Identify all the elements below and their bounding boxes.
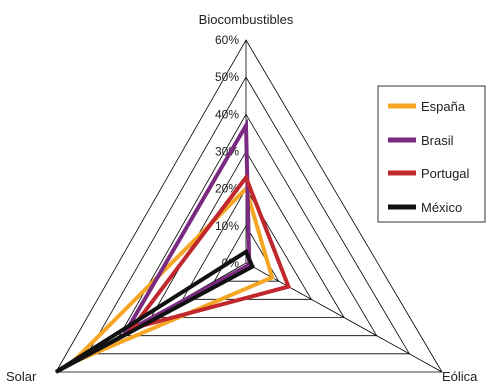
series-line-brasil (120, 118, 252, 338)
legend-label-mexico: México (421, 200, 462, 215)
legend-label-brasil: Brasil (421, 133, 454, 148)
legend-item-espana: España (388, 99, 466, 114)
tick-label: 40% (215, 107, 239, 121)
axis-spoke-1 (245, 262, 443, 373)
radar-series (54, 118, 292, 374)
grid-ring-60 (55, 39, 443, 373)
legend-item-brasil: Brasil (388, 133, 454, 148)
legend: España Brasil Portugal México (377, 85, 486, 223)
legend-label-portugal: Portugal (421, 166, 470, 181)
legend-label-espana: España (421, 99, 466, 114)
grid-ring-10 (213, 225, 280, 282)
grid-ring-50 (86, 76, 411, 355)
radar-tick-labels: 0%10%20%30%40%50%60% (215, 33, 239, 270)
series-line-mexico (54, 248, 256, 374)
legend-item-mexico: México (388, 200, 462, 215)
tick-label: 60% (215, 33, 239, 47)
series-line-portugal (126, 173, 292, 332)
axis-label-eolica: Eólica (442, 369, 478, 381)
legend-item-portugal: Portugal (388, 166, 470, 181)
tick-label: 50% (215, 70, 239, 84)
grid-ring-40 (118, 113, 378, 337)
legend-box (377, 85, 486, 223)
axis-label-biocombustibles: Biocombustibles (199, 12, 294, 27)
radar-axis-labels: Biocombustibles Eólica Solar (6, 12, 478, 381)
tick-label: 10% (215, 219, 239, 233)
axis-label-solar: Solar (6, 369, 37, 381)
